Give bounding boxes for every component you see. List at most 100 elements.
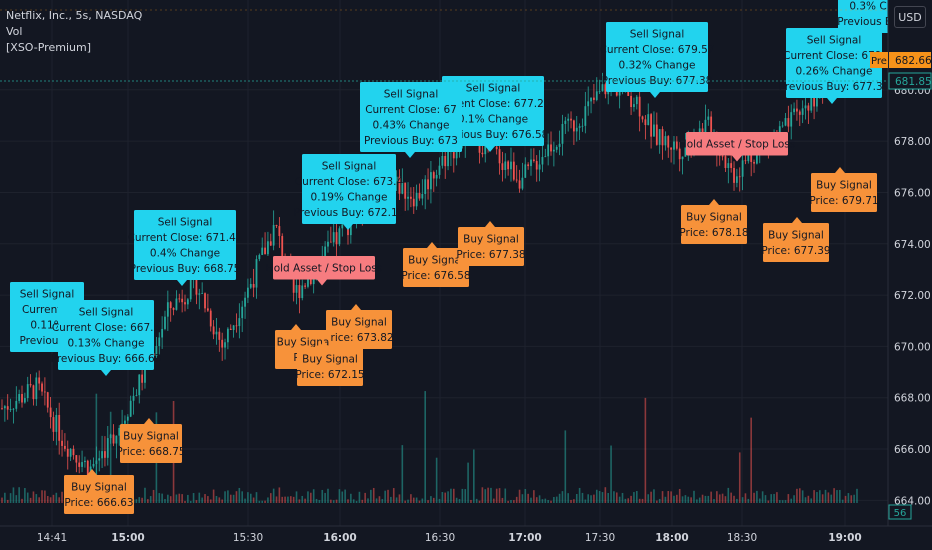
volume-bar [187,494,189,503]
indicator-legend[interactable]: [XSO-Premium] [6,41,91,54]
volume-bar [636,490,638,503]
pre-price-bg [889,52,931,68]
candle-body [232,325,235,331]
volume-bar [338,489,341,503]
volume-bar [321,489,324,503]
candle-body [421,193,424,199]
candle-body [235,325,238,327]
currency-button[interactable]: USD [894,6,926,28]
volume-bar [561,491,564,503]
volume-bar [258,500,261,503]
candle-body [295,285,298,293]
y-tick-label: 676.00 [894,187,931,199]
volume-bar [701,494,704,503]
candle-body [738,176,741,178]
symbol-title[interactable]: Netflix, Inc., 5s, NASDAQ [6,9,143,22]
volume-bar [584,499,587,503]
volume-bar [501,497,504,503]
candle-body [226,328,229,343]
candle-body [278,226,281,237]
volume-last-bg [888,504,912,520]
volume-bar [696,499,698,503]
volume-bar [189,500,192,503]
label-text-line: Price: 677.38 [456,249,525,261]
candle-body [132,395,135,401]
candle-body [401,182,404,194]
pre-tag-text: Pre [871,56,887,67]
label-text-line: Hold Asset / Stop Loss [266,263,382,275]
volume-bar [395,497,398,503]
candle-body [264,247,266,255]
y-tick-label: 672.00 [894,290,931,302]
volume-bar [438,498,441,503]
volume-bar [810,498,813,503]
volume-bar [656,500,658,503]
candle-body [804,105,807,109]
candle-body [481,152,484,155]
candle-body [329,241,332,243]
label-pointer [427,242,437,248]
x-tick-label: 17:30 [585,532,615,544]
volume-bar [547,500,549,503]
candle-body [238,318,241,327]
candle-body [23,398,26,403]
label-text-line: Current Close: 67 [365,104,457,116]
volume-bar [544,498,547,503]
volume-bar [716,491,718,503]
candle-body [64,445,66,449]
volume-bar [487,487,489,503]
candle-body [249,283,252,288]
volume-bar [221,499,223,503]
candle-body [269,241,272,246]
volume-bar [518,489,521,503]
label-text-line: Previous Buy: 668.75 [130,263,241,275]
candle-body [418,192,421,199]
volume-bar [598,490,601,503]
candle-body [29,384,32,386]
candle-body [735,176,738,183]
candle-body [38,377,41,384]
x-tick-label: 15:30 [233,532,263,544]
buy-signal-label: Buy Signal Price: 673.82 [324,304,394,349]
volume-bar [676,494,678,503]
volume-bar [581,492,584,503]
volume-bar [238,487,241,503]
candle-body [507,161,510,170]
candle-body [435,174,438,179]
volume-bar [819,490,821,503]
candle-body [810,92,813,111]
label-pointer [87,469,97,475]
label-pointer [827,98,837,104]
volume-bar [461,488,464,503]
candle-body [530,159,532,167]
volume-bar [747,498,750,503]
label-text-line: Buy Signa [277,337,330,349]
signal-annotations: Sell Signal Current Close: 679.57 0.32% Ch… [10,0,899,514]
label-pointer [351,304,361,310]
candle-body [215,331,218,335]
candle-body [581,125,584,127]
volume-bar [458,499,461,503]
volume-bar [355,500,358,503]
volume-bar [352,499,355,503]
candle-body [538,164,541,170]
volume-bar [55,492,58,503]
volume-bar [1,497,3,503]
volume-legend[interactable]: Vol [6,25,23,38]
volume-bar [235,491,238,503]
candle-body [86,460,89,477]
volume-bar [833,488,835,503]
label-text-line: Price: 676.58 [401,270,470,282]
candle-body [601,84,604,92]
candle-body [816,96,818,107]
volume-bar [184,500,186,503]
label-box [786,28,882,98]
sell-signal-label: Sell Signal Current Close: 667.5 0.13% Cha… [51,300,161,376]
label-text-line: Buy Signal [123,431,179,443]
y-tick-label: 664.00 [894,495,931,507]
volume-bar [490,487,492,503]
label-text-line: Sell Signal [807,35,862,47]
volume-bar [181,494,183,503]
